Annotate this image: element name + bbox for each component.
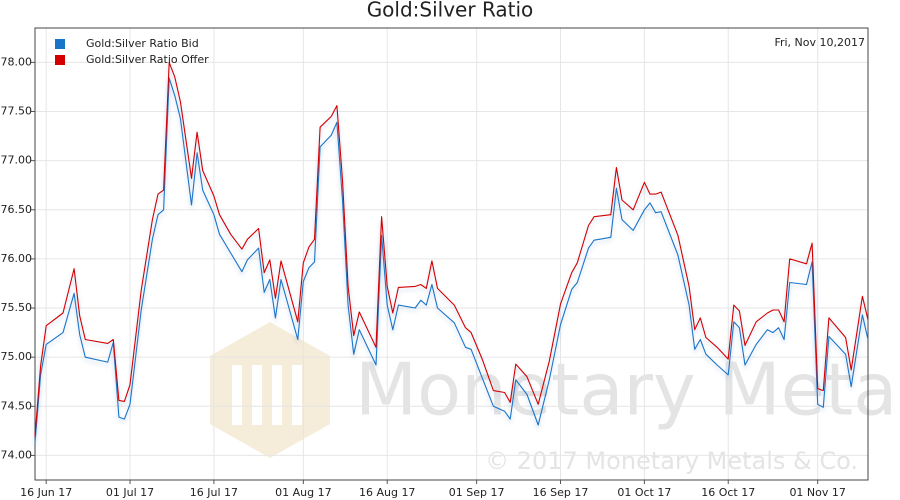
plot-frame (34, 27, 869, 481)
x-tick-label: 16 Sep 17 (533, 486, 589, 499)
x-tick-label: 16 Aug 17 (359, 486, 415, 499)
legend-swatch (55, 55, 65, 65)
copyright: © 2017 Monetary Metals & Co. (485, 447, 858, 475)
y-tick-label: 76.50 (1, 203, 33, 216)
date-label: Fri, Nov 10,2017 (774, 36, 865, 49)
legend-label: Gold:Silver Ratio Bid (86, 37, 199, 50)
y-tick-label: 77.50 (1, 105, 33, 118)
x-tick-label: 01 Jul 17 (106, 486, 154, 499)
y-tick-label: 78.00 (1, 55, 33, 68)
x-tick-label: 16 Oct 17 (701, 486, 755, 499)
chart-title: Gold:Silver Ratio (367, 0, 534, 22)
y-tick-label: 75.00 (1, 350, 33, 363)
x-tick-label: 01 Sep 17 (449, 486, 505, 499)
grid (35, 28, 868, 480)
x-tick-label: 01 Nov 17 (789, 486, 845, 499)
x-tick-label: 01 Oct 17 (617, 486, 671, 499)
legend-swatch (55, 39, 65, 49)
watermark: Monetary Metals © 2017 Monetary Metals &… (210, 322, 900, 475)
watermark-text: Monetary Metals (355, 348, 900, 432)
legend-label: Gold:Silver Ratio Offer (86, 53, 209, 66)
x-tick-label: 01 Aug 17 (275, 486, 331, 499)
series-line (34, 61, 869, 436)
y-tick-label: 74.50 (1, 399, 33, 412)
x-tick-label: 16 Jul 17 (190, 486, 238, 499)
series-line (34, 77, 869, 443)
y-tick-label: 74.00 (1, 448, 33, 461)
watermark-logo (210, 322, 330, 458)
x-tick-label: 16 Jun 17 (20, 486, 72, 499)
y-tick-label: 77.00 (1, 154, 33, 167)
y-tick-label: 76.00 (1, 252, 33, 265)
y-tick-label: 75.50 (1, 301, 33, 314)
